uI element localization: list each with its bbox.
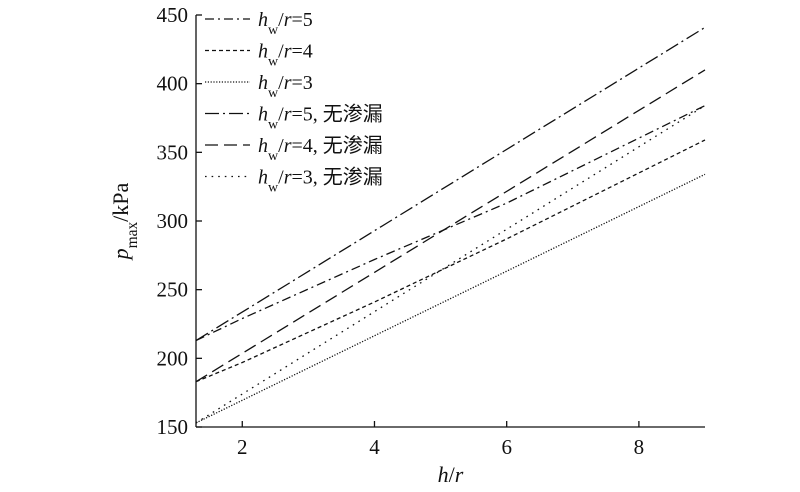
series-line-4 (195, 26, 706, 342)
y-tick-label: 450 (157, 3, 189, 27)
legend-label-1: hw/r=5 (258, 9, 313, 38)
y-tick-label: 350 (157, 140, 189, 164)
y-tick-label: 250 (157, 278, 189, 302)
x-axis-label: h/r (438, 462, 464, 487)
legend-label-6: hw/r=3, 无渗漏 (258, 166, 383, 196)
legend-label-4: hw/r=5, 无渗漏 (258, 103, 383, 133)
y-tick-label: 400 (157, 72, 189, 96)
legend-label-3: hw/r=3 (258, 72, 313, 101)
x-tick-label: 2 (237, 435, 248, 459)
x-tick-label: 4 (369, 435, 380, 459)
y-axis-label: pmax/kPa (108, 182, 141, 261)
y-tick-label: 300 (157, 209, 189, 233)
series-line-6 (195, 105, 706, 424)
legend-label-5: hw/r=4, 无渗漏 (258, 134, 383, 164)
series-line-2 (195, 139, 706, 383)
series-line-5 (195, 69, 706, 383)
legend-label-2: hw/r=4 (258, 41, 313, 70)
y-tick-label: 150 (157, 415, 189, 439)
y-tick-label: 200 (157, 346, 189, 370)
series-line-1 (195, 105, 706, 342)
series-line-3 (195, 173, 706, 424)
x-tick-label: 8 (634, 435, 645, 459)
x-tick-label: 6 (501, 435, 512, 459)
